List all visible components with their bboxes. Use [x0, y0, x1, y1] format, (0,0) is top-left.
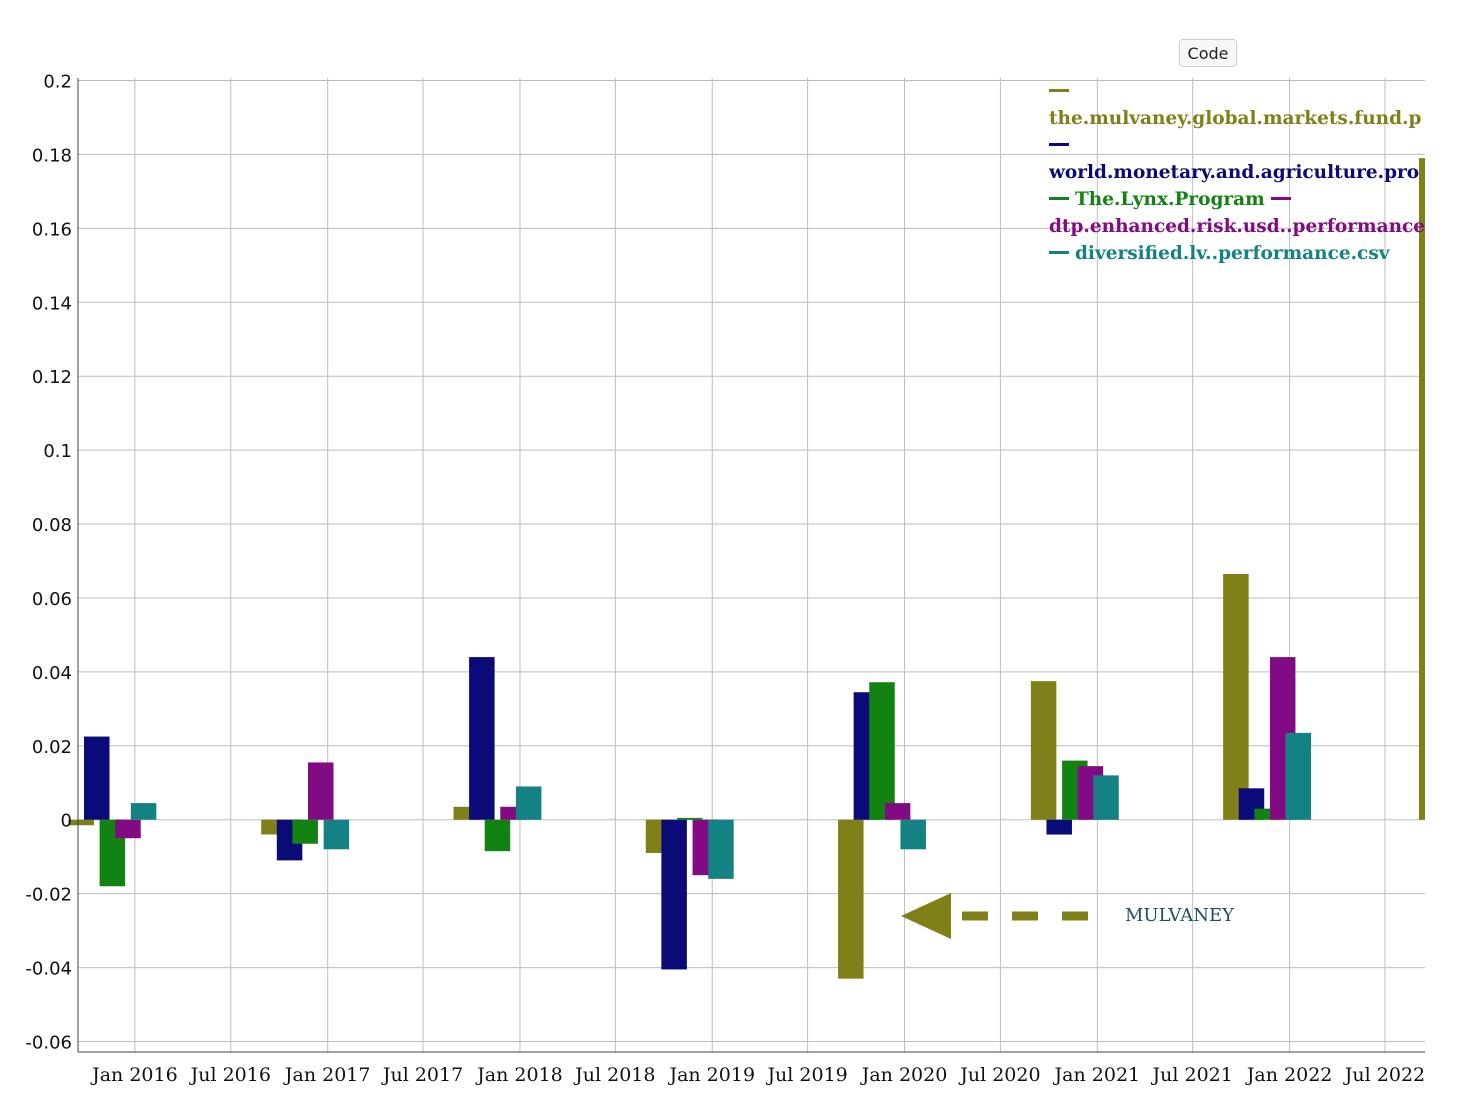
bar-dtp-2019 — [884, 803, 911, 820]
bar-lynx-2019 — [869, 682, 895, 820]
bar-world-2018 — [661, 819, 687, 970]
bar-diversified-2019 — [900, 819, 926, 850]
legend-row: diversified.lv..performance.csv — [1049, 240, 1425, 267]
bar-mulvaney-2021 — [1223, 573, 1249, 820]
bar-marks — [68, 158, 1425, 979]
y-tick-label: 0 — [61, 811, 72, 832]
bar-mulvaney-2022 — [1419, 158, 1425, 820]
y-tick-label: 0.18 — [32, 145, 72, 166]
y-tick-label: -0.02 — [25, 885, 72, 906]
x-tick-label: Jul 2021 — [1151, 1064, 1233, 1086]
annotation-label: MULVANEY — [1125, 905, 1234, 926]
y-tick-label: 0.1 — [43, 441, 72, 462]
y-tick-label: 0.06 — [32, 589, 72, 610]
axes — [77, 78, 1425, 1053]
y-tick-label: 0.12 — [32, 367, 72, 388]
y-tick-label: 0.2 — [43, 72, 72, 93]
bar-dtp-2016 — [308, 762, 334, 820]
legend-label-dtp: dtp.enhanced.risk.usd..performance — [1049, 216, 1425, 237]
bar-mulvaney-2019 — [838, 819, 864, 979]
code-button[interactable]: Code — [1179, 39, 1237, 67]
bar-diversified-2020 — [1093, 775, 1119, 820]
x-tick-label: Jul 2022 — [1343, 1064, 1425, 1086]
bar-lynx-2018 — [676, 817, 703, 820]
bar-diversified-2017 — [515, 786, 542, 820]
x-tick-label: Jan 2021 — [1053, 1064, 1141, 1086]
x-axis-ticks: Jan 2016 Jul 2016 Jan 2017 Jul 2017 Jan 2018… — [90, 1064, 1425, 1086]
y-tick-label: 0.08 — [32, 515, 72, 536]
bar-world-2020 — [1046, 819, 1072, 835]
y-tick-label: -0.04 — [25, 959, 72, 980]
legend-label-lynx: The.Lynx.Program — [1075, 189, 1265, 210]
x-tick-label: Jul 2017 — [381, 1064, 463, 1086]
bar-diversified-2018 — [708, 819, 734, 879]
x-tick-label: Jul 2018 — [573, 1064, 655, 1086]
y-tick-label: 0.16 — [32, 219, 72, 240]
x-tick-label: Jul 2016 — [189, 1064, 271, 1086]
x-tick-label: Jan 2018 — [475, 1064, 563, 1086]
legend-row: dtp.enhanced.risk.usd..performance — [1049, 213, 1425, 240]
x-tick-label: Jul 2020 — [958, 1064, 1040, 1086]
x-tick-label: Jan 2020 — [860, 1064, 948, 1086]
legend-swatch-mulvaney — [1049, 88, 1069, 92]
bar-dtp-2015 — [115, 819, 141, 839]
legend-row: world.monetary.and.agriculture.pro — [1049, 159, 1425, 186]
y-tick-label: 0.14 — [32, 293, 72, 314]
legend-label-diversified: diversified.lv..performance.csv — [1075, 243, 1390, 264]
legend-label-world: world.monetary.and.agriculture.pro — [1049, 162, 1420, 183]
x-tick-label: Jan 2016 — [90, 1064, 178, 1086]
x-tick-label: Jan 2019 — [667, 1064, 755, 1086]
x-tick-label: Jan 2022 — [1245, 1064, 1333, 1086]
chart-legend: the.mulvaney.global.markets.fund.p world.… — [1049, 78, 1425, 268]
bar-world-2015 — [84, 736, 110, 820]
bar-mulvaney-2020 — [1030, 681, 1057, 820]
legend-swatch-dtp — [1270, 196, 1291, 200]
bar-lynx-2021 — [1254, 808, 1280, 820]
y-tick-label: 0.02 — [32, 737, 72, 758]
legend-swatch-world — [1049, 142, 1069, 146]
annotation-arrow — [901, 893, 1090, 939]
x-tick-label: Jul 2019 — [765, 1064, 847, 1086]
legend-row: The.Lynx.Program — [1049, 186, 1425, 213]
bar-lynx-2016 — [292, 819, 318, 844]
bar-diversified-2015 — [130, 803, 157, 820]
x-tick-label: Jan 2017 — [283, 1064, 371, 1086]
legend-row — [1049, 78, 1425, 105]
legend-swatch-diversified — [1049, 250, 1069, 254]
bar-diversified-2016 — [323, 819, 350, 850]
y-axis-ticks: 0.2 0.18 0.16 0.14 0.12 0.1 0.08 0.06 0.04 0.02 0 -… — [25, 72, 72, 1054]
annotation-arrowhead — [901, 893, 951, 939]
legend-swatch-lynx — [1049, 196, 1069, 200]
bar-lynx-2017 — [484, 819, 511, 852]
y-tick-label: -0.06 — [25, 1033, 72, 1054]
legend-label-mulvaney: the.mulvaney.global.markets.fund.p — [1049, 108, 1422, 129]
bar-diversified-2021 — [1285, 732, 1312, 820]
y-tick-label: 0.04 — [32, 663, 72, 684]
bar-mulvaney-2015 — [68, 819, 94, 826]
legend-row: the.mulvaney.global.markets.fund.p — [1049, 105, 1425, 132]
legend-row — [1049, 132, 1425, 159]
bar-world-2017 — [469, 657, 495, 820]
